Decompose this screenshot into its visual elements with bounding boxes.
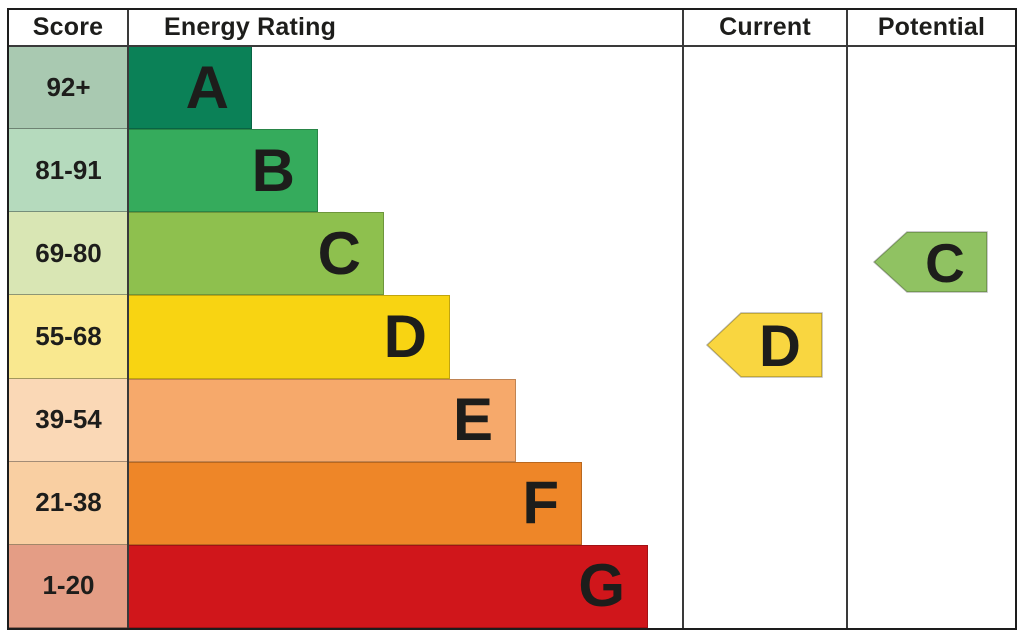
band-letter-C: C	[317, 219, 361, 287]
band-letter-A: A	[185, 53, 229, 121]
potential-column-header: Potential	[877, 13, 986, 41]
band-letter-B: B	[251, 136, 295, 204]
current-rating-letter: D	[759, 314, 801, 378]
band-bar-E: E	[128, 378, 516, 462]
left-pointer-icon: D	[705, 312, 823, 379]
energy-rating-column-header: Energy Rating	[164, 13, 337, 41]
score-column-divider	[127, 10, 129, 628]
score-range-B: 81-91	[9, 129, 128, 213]
current-rating-arrow: D	[705, 312, 823, 383]
band-letter-F: F	[522, 469, 559, 537]
band-row-D: 55-68 D	[9, 295, 1015, 379]
score-range-F: 21-38	[9, 461, 128, 545]
band-bar-D: D	[128, 295, 450, 379]
band-row-A: 92+ A	[9, 46, 1015, 130]
band-bar-G: G	[128, 544, 648, 628]
band-letter-G: G	[578, 552, 625, 620]
potential-rating-arrow: C	[872, 231, 988, 298]
score-range-D: 55-68	[9, 295, 128, 379]
band-bar-F: F	[128, 461, 582, 545]
band-bar-C: C	[128, 212, 384, 296]
band-row-G: 1-20 G	[9, 544, 1015, 628]
score-range-C: 69-80	[9, 212, 128, 296]
current-column-divider	[682, 10, 684, 628]
potential-column-divider	[846, 10, 848, 628]
band-bar-A: A	[128, 46, 252, 130]
band-row-F: 21-38 F	[9, 461, 1015, 545]
band-letter-D: D	[383, 302, 427, 370]
energy-rating-chart: Score Energy Rating Current Potential 92…	[7, 8, 1017, 630]
band-row-B: 81-91 B	[9, 129, 1015, 213]
score-range-A: 92+	[9, 46, 128, 130]
band-row-E: 39-54 E	[9, 378, 1015, 462]
potential-rating-letter: C	[925, 232, 965, 293]
score-column-header: Score	[32, 13, 104, 41]
band-bar-B: B	[128, 129, 318, 213]
current-column-header: Current	[719, 13, 811, 41]
score-range-E: 39-54	[9, 378, 128, 462]
score-range-G: 1-20	[9, 544, 128, 628]
header-underline	[9, 45, 1015, 47]
left-pointer-icon: C	[872, 231, 988, 294]
band-row-C: 69-80 C	[9, 212, 1015, 296]
band-letter-E: E	[452, 386, 493, 454]
